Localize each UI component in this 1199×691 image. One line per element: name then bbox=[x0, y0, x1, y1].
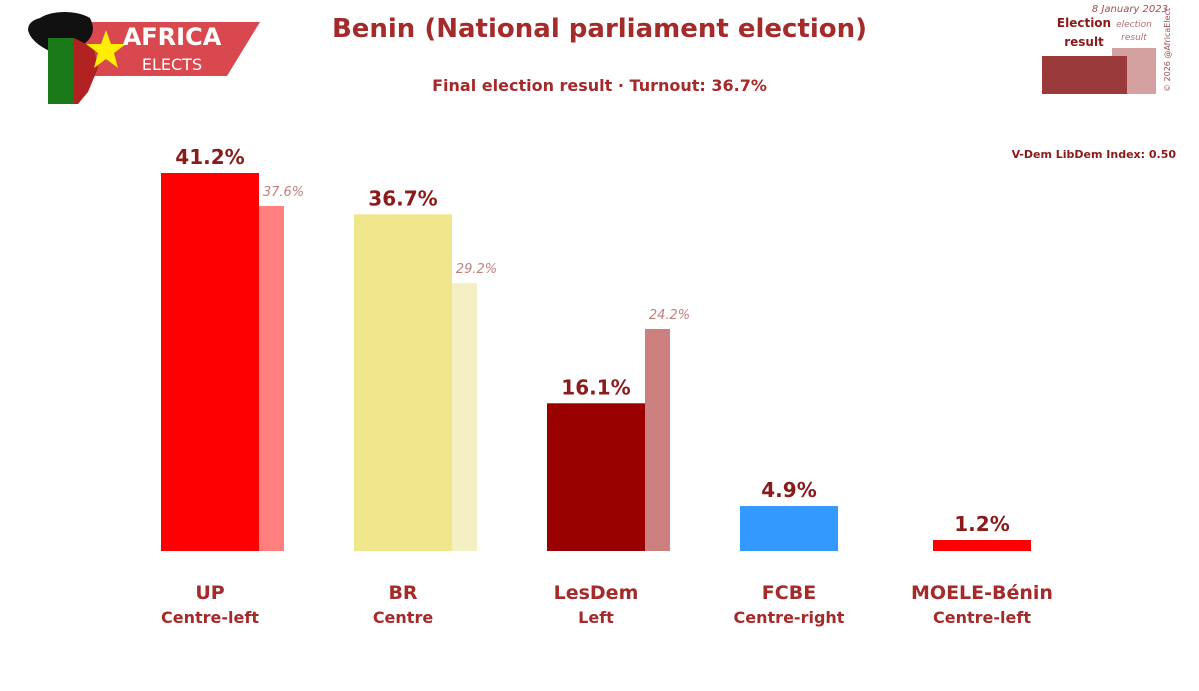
legend-current-label-1: Election bbox=[1057, 16, 1111, 30]
result-bar-fcbe bbox=[740, 506, 838, 551]
previous-bar-lesdem bbox=[645, 328, 670, 551]
legend-date: 8 January 2023 bbox=[1092, 4, 1168, 15]
previous-bar-br bbox=[452, 283, 477, 551]
value-label-up: 41.2% bbox=[175, 145, 244, 169]
previous-bar-up bbox=[259, 206, 284, 552]
result-bar-up bbox=[161, 173, 259, 551]
legend-previous-label-1: election bbox=[1116, 20, 1152, 30]
page-subtitle: Final election result · Turnout: 36.7% bbox=[432, 76, 767, 95]
copyright-text: © 2026 @AfricaElect bbox=[1163, 8, 1172, 92]
value-label-fcbe: 4.9% bbox=[761, 478, 816, 502]
previous-value-label-br: 29.2% bbox=[456, 262, 497, 277]
ideology-label-moele-b-nin: Centre-left bbox=[933, 608, 1031, 627]
logo-banner bbox=[82, 22, 260, 76]
vdem-index: V-Dem LibDem Index: 0.50 bbox=[1011, 148, 1176, 161]
star-icon bbox=[86, 30, 126, 68]
ideology-label-up: Centre-left bbox=[161, 608, 259, 627]
previous-value-label-lesdem: 24.2% bbox=[649, 308, 690, 323]
category-label-lesdem: LesDem bbox=[554, 582, 639, 604]
legend-current-label-2: result bbox=[1064, 35, 1104, 49]
category-label-br: BR bbox=[388, 582, 417, 604]
ideology-label-fcbe: Centre-right bbox=[734, 608, 845, 627]
africa-map-green bbox=[48, 38, 74, 104]
legend-swatch-current bbox=[1042, 56, 1127, 94]
value-label-br: 36.7% bbox=[368, 186, 437, 210]
legend: 8 January 2023 Election result election … bbox=[1042, 4, 1172, 94]
category-label-moele-b-nin: MOELE-Bénin bbox=[911, 582, 1053, 604]
result-bar-lesdem bbox=[547, 403, 645, 551]
legend-previous-label-2: result bbox=[1121, 33, 1147, 43]
category-label-up: UP bbox=[195, 582, 224, 604]
logo-line1: AFRICA bbox=[123, 23, 222, 51]
ideology-label-lesdem: Left bbox=[578, 608, 614, 627]
africa-map-red bbox=[74, 38, 98, 104]
previous-value-label-up: 37.6% bbox=[263, 185, 304, 200]
value-label-moele-b-nin: 1.2% bbox=[954, 512, 1009, 536]
result-bar-moele-b-nin bbox=[933, 539, 1031, 551]
result-bar-br bbox=[354, 214, 452, 551]
category-label-fcbe: FCBE bbox=[762, 582, 816, 604]
logo-line2: ELECTS bbox=[142, 55, 202, 74]
ideology-label-br: Centre bbox=[373, 608, 434, 627]
africa-elects-logo: AFRICA ELECTS bbox=[28, 12, 260, 104]
value-label-lesdem: 16.1% bbox=[561, 375, 630, 399]
page-title: Benin (National parliament election) bbox=[331, 14, 868, 44]
